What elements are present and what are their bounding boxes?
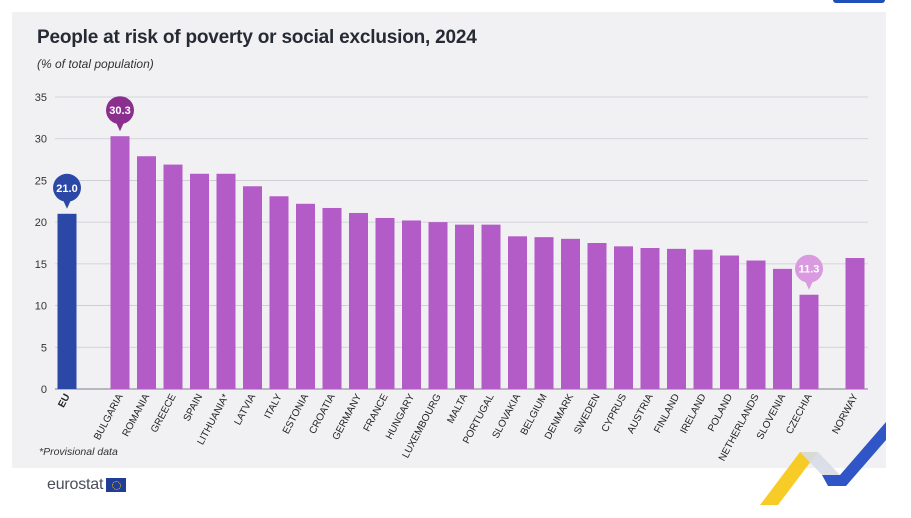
y-tick-label: 30: [35, 134, 47, 146]
eurostat-logo[interactable]: eurostat: [47, 476, 127, 494]
bar: [720, 255, 739, 389]
bar: [587, 243, 607, 389]
bar: [243, 186, 262, 389]
bar: [163, 164, 183, 389]
bar: [746, 260, 766, 389]
bar: [375, 217, 395, 389]
chart-panel: [12, 12, 886, 468]
bar: [349, 212, 368, 389]
bar: [614, 246, 633, 389]
bar: [296, 203, 315, 389]
callout-label: 11.3: [799, 264, 820, 276]
bar: [508, 236, 527, 389]
bar: [402, 220, 421, 389]
y-tick-label: 0: [41, 384, 47, 396]
share-button[interactable]: [833, 0, 885, 3]
bar: [216, 173, 236, 389]
footnote: *Provisional data: [39, 446, 118, 458]
bar: [455, 224, 474, 389]
bar: [269, 196, 289, 389]
bar: [799, 294, 819, 389]
callout-label: 21.0: [56, 183, 77, 195]
y-tick-label: 25: [35, 175, 47, 187]
chart-subtitle: (% of total population): [37, 57, 154, 71]
y-tick-label: 35: [35, 92, 47, 104]
callout-bubble: [106, 96, 134, 125]
bar: [481, 224, 501, 389]
bar: [534, 237, 554, 389]
bar: [322, 207, 342, 389]
chart-title: People at risk of poverty or social excl…: [37, 27, 477, 48]
y-tick-label: 10: [35, 301, 47, 313]
y-tick-label: 15: [35, 259, 47, 271]
bar: [190, 173, 209, 389]
callout-bubble: [53, 173, 81, 202]
bar: [428, 222, 448, 389]
bar: [667, 248, 686, 389]
bar: [57, 213, 77, 389]
y-tick-label: 20: [35, 217, 47, 229]
bar: [561, 238, 580, 389]
callout-bubble: [795, 254, 823, 283]
bar: [110, 136, 130, 389]
bar: [693, 249, 713, 389]
bar: [137, 156, 156, 389]
callout-label: 30.3: [109, 105, 130, 117]
y-tick-label: 5: [41, 342, 47, 354]
bar: [845, 258, 865, 389]
eu-flag-icon: [106, 478, 127, 492]
logo-text: eurostat: [47, 476, 104, 493]
bar: [773, 268, 792, 389]
bar: [640, 248, 660, 389]
